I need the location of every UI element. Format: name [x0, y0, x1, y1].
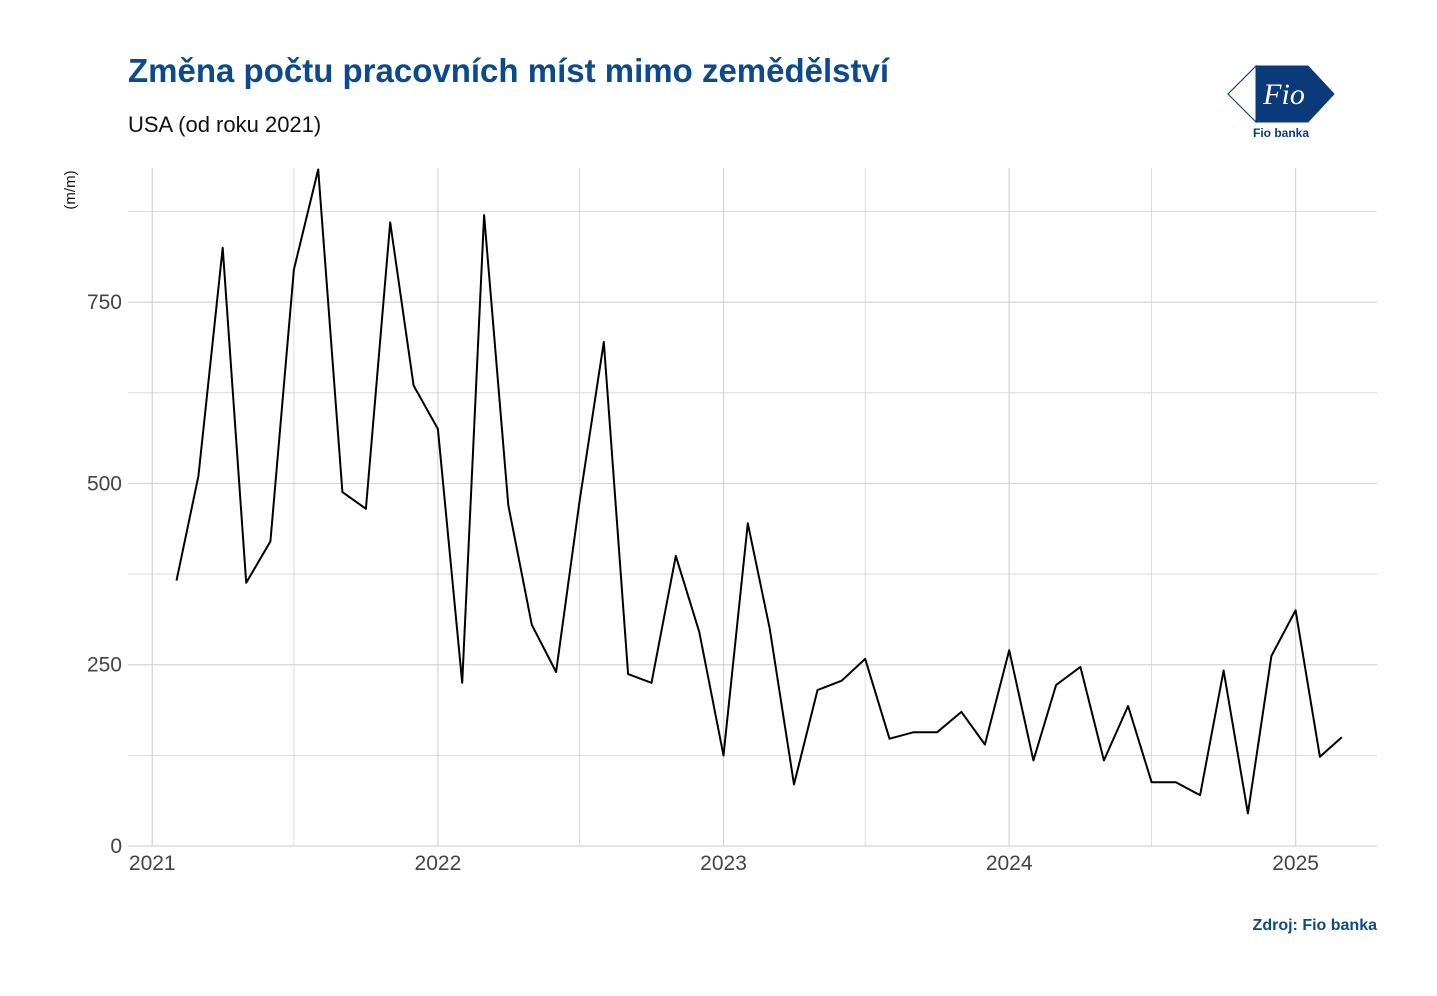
- data-point: [268, 539, 272, 543]
- data-point: [746, 521, 750, 525]
- data-point: [340, 490, 344, 494]
- x-tick-label: 2023: [700, 852, 747, 875]
- data-point: [506, 503, 510, 507]
- data-point: [460, 681, 464, 685]
- grid: [128, 168, 1377, 847]
- x-tick-label: 2025: [1272, 852, 1319, 875]
- data-point: [697, 630, 701, 634]
- x-tick-label: 2021: [129, 852, 176, 875]
- data-point: [863, 657, 867, 661]
- data-point: [364, 507, 368, 511]
- data-point: [674, 554, 678, 558]
- chart-title: Změna počtu pracovních míst mimo zeměděl…: [128, 52, 890, 89]
- data-point: [1198, 793, 1202, 797]
- data-point: [1246, 811, 1250, 815]
- data-point: [175, 579, 179, 583]
- data-point: [840, 679, 844, 683]
- data-point: [983, 742, 987, 746]
- fio-logo-mark-text: Fio: [1262, 78, 1305, 111]
- data-point: [602, 340, 606, 344]
- data-points: [175, 167, 1344, 815]
- data-point: [1174, 780, 1178, 784]
- data-point: [1318, 755, 1322, 759]
- data-point: [244, 581, 248, 585]
- data-point: [316, 167, 320, 171]
- data-point: [1078, 665, 1082, 669]
- data-point: [887, 737, 891, 741]
- data-point: [768, 626, 772, 630]
- data-point: [412, 384, 416, 388]
- series-line: [175, 168, 1343, 815]
- data-point: [1294, 608, 1298, 612]
- data-point: [436, 427, 440, 431]
- data-point: [388, 220, 392, 224]
- data-point: [1007, 648, 1011, 652]
- chart-subtitle: USA (od roku 2021): [128, 112, 322, 137]
- data-point: [578, 500, 582, 504]
- data-point: [1126, 704, 1130, 708]
- data-point: [912, 730, 916, 734]
- x-tick-label: 2024: [986, 852, 1033, 875]
- y-tick-label: 0: [110, 835, 122, 858]
- data-point: [530, 623, 534, 627]
- data-point: [1150, 780, 1154, 784]
- data-point: [626, 672, 630, 676]
- source-note: Zdroj: Fio banka: [1252, 917, 1377, 934]
- data-point: [815, 688, 819, 692]
- y-tick-label: 250: [87, 654, 122, 677]
- data-point: [554, 670, 558, 674]
- data-point: [935, 730, 939, 734]
- y-tick-label: 750: [87, 291, 122, 314]
- y-axis-label: (m/m): [62, 170, 79, 209]
- data-point: [482, 213, 486, 217]
- data-point: [1102, 758, 1106, 762]
- data-point: [792, 782, 796, 786]
- y-tick-label: 500: [87, 472, 122, 495]
- data-point: [1054, 683, 1058, 687]
- data-point: [1340, 735, 1344, 739]
- x-tick-label: 2022: [415, 852, 462, 875]
- data-point: [292, 268, 296, 272]
- fio-logo: Fio: [1227, 64, 1335, 124]
- axes: 0 250 500 750 2021 2022 2023 2024 2025: [87, 291, 1319, 875]
- data-point: [1269, 654, 1273, 658]
- data-point: [196, 474, 200, 478]
- data-point: [650, 681, 654, 685]
- data-point: [1222, 669, 1226, 673]
- data-point: [722, 753, 726, 757]
- logo-caption: Fio banka: [1252, 126, 1309, 140]
- data-point: [1031, 758, 1035, 762]
- data-point: [221, 246, 225, 250]
- data-point: [959, 710, 963, 714]
